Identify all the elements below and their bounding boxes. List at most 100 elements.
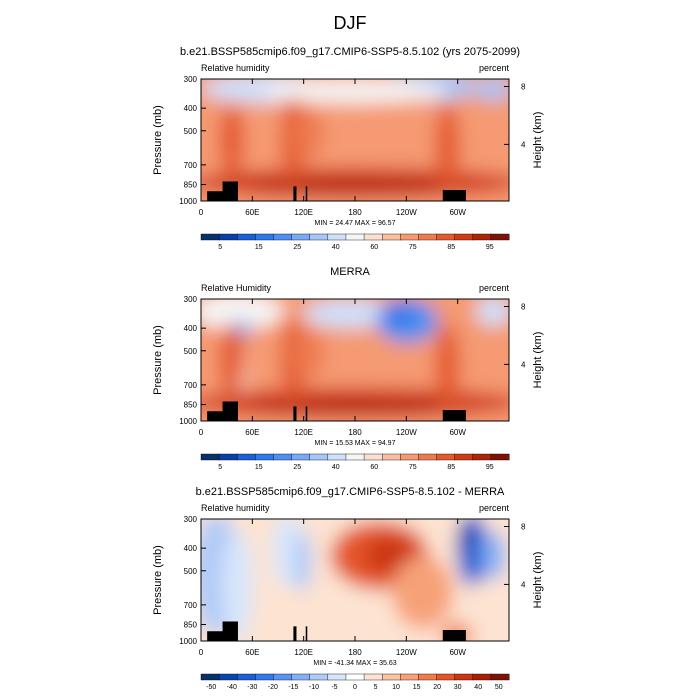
colorbar-swatch <box>273 673 293 681</box>
colorbar-swatch <box>218 453 238 461</box>
colorbar-swatch <box>273 233 293 241</box>
y-tick-label: 700 <box>184 381 198 390</box>
colorbar-swatch <box>381 233 401 241</box>
right-string: percent <box>479 63 510 73</box>
y-tick-label: 850 <box>184 181 198 190</box>
topography <box>442 190 466 201</box>
colorbar-swatch <box>327 233 347 241</box>
topography <box>207 191 232 201</box>
x-tick-label: 60W <box>449 648 466 657</box>
colorbar-swatch <box>400 453 419 461</box>
colorbar-swatch <box>363 673 383 681</box>
colorbar-swatch <box>291 233 311 241</box>
panel-model: b.e21.BSSP585cmip6.f09_g17.CMIP6-SSP5-8.… <box>152 46 544 251</box>
y-axis-label: Pressure (mb) <box>152 325 164 395</box>
colorbar-swatch <box>400 233 419 241</box>
colorbar-swatch <box>309 233 329 241</box>
y-tick-label: 300 <box>184 515 198 524</box>
colorbar-swatch <box>327 673 347 681</box>
colorbar-label: -10 <box>309 684 319 691</box>
colorbar-label: 40 <box>332 464 340 471</box>
x-tick-label: 180 <box>348 208 362 217</box>
height-tick-label: 4 <box>521 360 526 369</box>
colorbar-swatch <box>490 453 510 461</box>
colorbar-label: -20 <box>268 684 278 691</box>
y-tick-label: 300 <box>184 75 198 84</box>
topography <box>305 406 308 421</box>
colorbar-swatch <box>490 673 510 681</box>
colorbar-label: -5 <box>331 684 337 691</box>
topography <box>442 630 466 641</box>
colorbar-label: 50 <box>495 684 503 691</box>
x-tick-label: 0 <box>199 208 204 217</box>
colorbar-swatch <box>309 673 329 681</box>
y-tick-label: 500 <box>184 567 198 576</box>
y-tick-label: 1000 <box>179 197 197 206</box>
colorbar-swatch <box>255 233 274 241</box>
colorbar-label: 20 <box>433 684 441 691</box>
colorbar-label: 30 <box>454 684 462 691</box>
colorbar-swatch <box>200 673 220 681</box>
colorbar-swatch <box>454 453 474 461</box>
colorbar-label: 15 <box>413 684 421 691</box>
y-axis-label: Pressure (mb) <box>152 545 164 615</box>
colorbar-label: 60 <box>370 244 378 251</box>
x-tick-label: 60W <box>449 428 466 437</box>
topography <box>222 621 238 641</box>
colorbar-label: -15 <box>288 684 298 691</box>
height-tick-label: 4 <box>521 140 526 149</box>
colorbar-swatch <box>291 673 311 681</box>
colorbar-swatch <box>363 233 383 241</box>
colorbar-label: 5 <box>374 684 378 691</box>
colorbar-swatch <box>400 673 419 681</box>
colorbar-swatch <box>218 233 238 241</box>
colorbar-swatch <box>436 453 456 461</box>
colorbar-swatch <box>418 453 438 461</box>
colorbar-swatch <box>418 233 438 241</box>
y-tick-label: 500 <box>184 127 198 136</box>
colorbar-label: -40 <box>227 684 237 691</box>
height-axis-label: Height (km) <box>532 112 544 169</box>
colorbar-label: 40 <box>332 244 340 251</box>
topography <box>222 181 238 201</box>
colorbar-label: -50 <box>206 684 216 691</box>
y-tick-label: 400 <box>184 544 198 553</box>
contour-field <box>201 79 509 201</box>
x-tick-label: 120W <box>396 208 417 217</box>
x-tick-label: 60E <box>245 428 259 437</box>
panel-title: b.e21.BSSP585cmip6.f09_g17.CMIP6-SSP5-8.… <box>196 486 505 498</box>
colorbar-swatch <box>490 233 510 241</box>
figure-title: DJF <box>334 13 367 33</box>
colorbar-label: -30 <box>247 684 257 691</box>
y-tick-label: 300 <box>184 295 198 304</box>
colorbar-swatch <box>291 453 311 461</box>
topography <box>293 406 297 421</box>
y-tick-label: 700 <box>184 601 198 610</box>
colorbar-swatch <box>472 673 492 681</box>
x-tick-label: 60E <box>245 648 259 657</box>
panel-title: b.e21.BSSP585cmip6.f09_g17.CMIP6-SSP5-8.… <box>180 46 520 58</box>
min-max-stats: MIN = 15.53 MAX = 94.97 <box>315 440 396 447</box>
colorbar-label: 0 <box>353 684 357 691</box>
x-tick-label: 60W <box>449 208 466 217</box>
topography <box>305 186 308 201</box>
x-tick-label: 0 <box>199 428 204 437</box>
y-tick-label: 400 <box>184 324 198 333</box>
x-tick-label: 120E <box>294 648 313 657</box>
colorbar-label: 10 <box>392 684 400 691</box>
topography <box>293 626 297 641</box>
y-tick-label: 850 <box>184 401 198 410</box>
colorbar-label: 75 <box>409 464 417 471</box>
left-string: Relative humidity <box>201 63 270 73</box>
colorbar-swatch <box>345 233 365 241</box>
colorbar-label: 15 <box>255 244 263 251</box>
x-tick-label: 120W <box>396 428 417 437</box>
x-tick-label: 120E <box>294 208 313 217</box>
colorbar-swatch <box>273 453 293 461</box>
topography <box>222 401 238 421</box>
colorbar-label: 75 <box>409 244 417 251</box>
topography <box>293 186 297 201</box>
x-tick-label: 60E <box>245 208 259 217</box>
